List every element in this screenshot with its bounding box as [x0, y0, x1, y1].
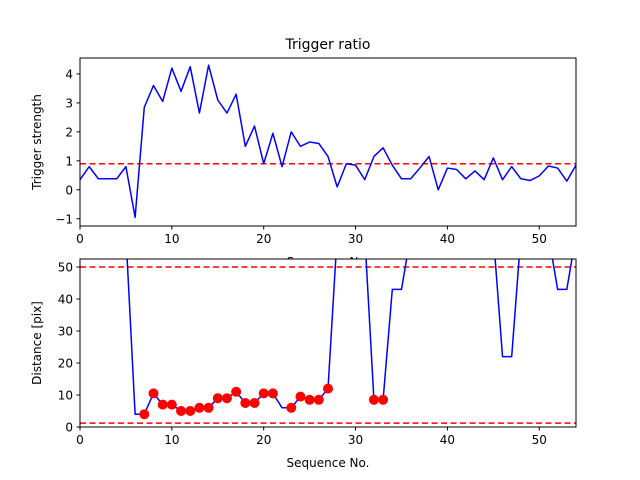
- data-point: [203, 402, 214, 413]
- data-point: [267, 388, 278, 399]
- y-tick-label: 10: [58, 389, 73, 403]
- x-tick-label: 0: [76, 433, 84, 447]
- x-tick-label: 10: [164, 232, 179, 246]
- data-point: [378, 394, 389, 405]
- y-tick-label: 50: [58, 261, 73, 275]
- data-point: [148, 388, 159, 399]
- x-tick-label: 0: [76, 232, 84, 246]
- x-tick-label: 40: [440, 433, 455, 447]
- x-axis-label: Sequence No.: [287, 456, 370, 470]
- trigger-ratio-chart: Trigger ratio Trigger strength 0 10 20 30 40…: [30, 37, 577, 246]
- y-tick-label: 3: [65, 96, 73, 110]
- x-tick-label: 30: [348, 433, 363, 447]
- data-point: [286, 402, 297, 413]
- data-point: [240, 398, 251, 408]
- plot-frame: [79, 258, 577, 428]
- x-tick-label: 50: [532, 433, 547, 447]
- plot-area: 0 10 20 30 40 50 0 10 20 30 40 50: [58, 258, 577, 447]
- data-point: [313, 394, 324, 405]
- y-axis-label: Trigger strength: [30, 94, 44, 191]
- x-tick-label: 10: [164, 433, 179, 447]
- data-point: [295, 391, 306, 402]
- data-point: [304, 394, 315, 405]
- data-point: [231, 386, 242, 397]
- data-point: [157, 399, 168, 410]
- data-point: [323, 383, 333, 394]
- y-tick-label: 40: [58, 293, 73, 307]
- data-point: [139, 409, 150, 420]
- data-point: [368, 394, 379, 405]
- x-tick-label: 30: [348, 232, 363, 246]
- data-point: [194, 402, 205, 413]
- y-tick-label: 1: [65, 154, 73, 168]
- distance-chart: Distance [pix] Sequence No. 0 10 20 30 40 500…: [30, 258, 577, 470]
- data-point: [249, 398, 260, 408]
- y-axis-label: Distance [pix]: [30, 301, 44, 385]
- y-tick-label: 30: [58, 325, 73, 339]
- series-line-0: [80, 64, 576, 219]
- y-tick-label: 0: [65, 421, 73, 435]
- y-tick-label: 4: [65, 67, 73, 81]
- x-tick-label: 50: [532, 232, 547, 246]
- x-tick-label: 20: [256, 433, 271, 447]
- y-tick-label: 0: [65, 183, 73, 197]
- y-tick-label: −1: [55, 212, 73, 226]
- data-point: [221, 393, 232, 404]
- data-point: [185, 406, 196, 416]
- y-tick-label: 2: [65, 125, 73, 139]
- data-point: [212, 393, 223, 404]
- data-point: [258, 388, 269, 399]
- data-point: [166, 399, 177, 410]
- data-point: [176, 406, 187, 416]
- plot-background: [80, 259, 576, 427]
- y-tick-label: 20: [58, 357, 73, 371]
- x-tick-label: 40: [440, 232, 455, 246]
- chart-title: Trigger ratio: [284, 37, 370, 53]
- x-tick-label: 20: [256, 232, 271, 246]
- plot-frame: [79, 57, 577, 227]
